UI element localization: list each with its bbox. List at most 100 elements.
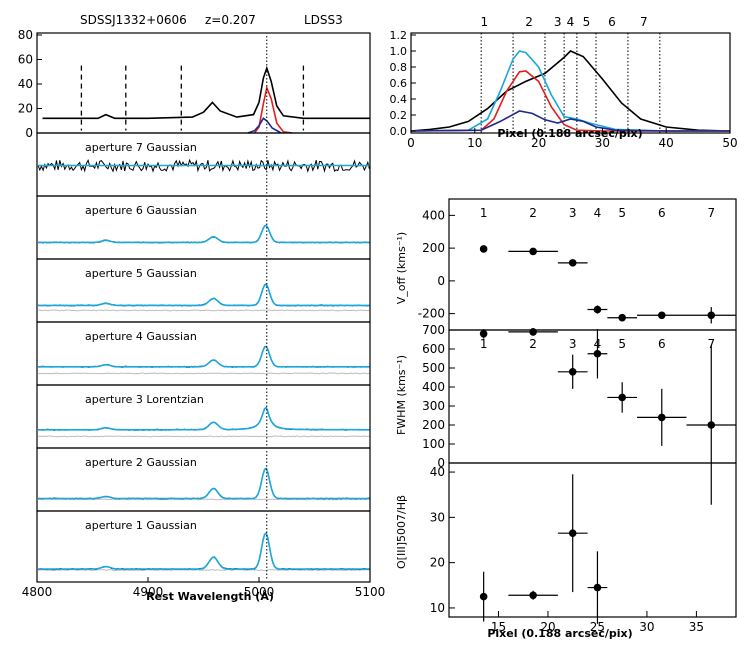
aperture-label: aperture 6 Gaussian [85,204,197,217]
data-point [568,259,577,267]
y-tick-label: 1.0 [390,45,408,58]
aperture-label: aperture 1 Gaussian [85,519,197,532]
y-tick-label: 0 [437,274,445,288]
aperture-number: 7 [640,15,648,29]
voff-ylabel: V_off (kms⁻¹) [395,232,408,304]
y-tick-label: 0.0 [390,125,408,138]
data-point [479,245,488,253]
aperture-number: 2 [529,206,537,220]
panel-frame [448,462,737,618]
fwhm-panel: 01002003004005006007001234567 [422,323,737,505]
aperture-panel: aperture 6 Gaussian [37,204,370,244]
y-tick-label: 500 [422,361,445,375]
kinematics-plots: -200 0 200 400 1 2 3 4 5 6 7 0 100 200 300 400 500 600 700… [418,198,737,634]
aperture-label: aperture 2 Gaussian [85,456,197,469]
spectrum-fit [38,224,370,244]
data-point [479,330,488,338]
y-tick-label: 600 [422,342,445,356]
x-tick-label: 50 [722,136,737,150]
y-tick-label: 10 [430,601,445,615]
aperture-number: 7 [707,337,715,351]
spectrum-data [37,468,370,500]
y-tick-label: 60 [18,53,33,67]
aperture-panel: aperture 5 Gaussian [37,267,370,312]
y-tick-label: 0.4 [390,93,408,106]
data-point [657,311,666,320]
y-tick-label: 300 [422,399,445,413]
aperture-label: aperture 7 Gaussian [85,141,197,154]
voff-panel: -200 0 200 400 1 2 3 4 5 6 7 [418,198,737,331]
profile-xlabel: Pixel (0.188 arcsec/pix) [497,127,642,140]
data-point [568,529,577,538]
y-tick-label: 100 [422,437,445,451]
aperture-label: aperture 5 Gaussian [85,267,197,280]
profile-group: 0.0 0.2 0.4 0.6 0.8 1.0 1.2 0 10 20 30 40 50 1 2 3 4 5 6 7 [390,15,738,150]
aperture-panel: aperture 2 Gaussian [37,456,370,501]
component-black [42,65,370,120]
aperture-label: aperture 3 Lorentzian [85,393,204,406]
data-point [593,583,602,592]
spectrum-data [37,224,370,244]
aperture-number: 6 [658,206,666,220]
aperture-number: 3 [569,337,577,351]
y-tick-label: 0.8 [390,61,408,74]
aperture-number: 1 [480,337,488,351]
aperture-panel: aperture 1 Gaussian [37,519,370,572]
aperture-number: 6 [608,15,616,29]
spectra-group: 0 20 40 60 80 aperture 7 Gaussian aperture 6 G… [18,28,386,599]
profile-cyan [410,50,730,132]
panel-frame [448,329,737,464]
fwhm-ylabel: FWHM (kms⁻¹) [395,355,408,435]
y-tick-label: 40 [18,77,33,91]
y-tick-label: 200 [422,241,445,255]
x-tick-label: 4800 [22,585,53,599]
spectra-xlabel: Rest Wavelength (Å) [146,590,274,603]
right-group: -200 0 200 400 1 2 3 4 5 6 7 0 100 200 300 400 500 600 700… [418,198,737,634]
spectrum-fit [38,406,370,431]
y-tick-label: 80 [18,28,33,42]
x-tick-label: 4900 [133,585,164,599]
y-tick-label: 400 [422,380,445,394]
spectrum-data [37,283,370,307]
aperture-number: 4 [567,15,575,29]
aperture-number: 6 [658,337,666,351]
data-point [618,393,626,402]
y-tick-label: 0 [25,126,33,140]
data-point [529,591,537,600]
spectrum-fit [38,467,370,500]
data-point [479,592,488,601]
x-tick-label: 15 [491,620,506,634]
data-point [529,328,537,336]
profile-red [410,70,730,132]
x-tick-label: 30 [639,620,654,634]
y-tick-label: 20 [430,556,445,570]
residual-gray [38,435,370,438]
ratio-panel: 10 20 30 40 15 20 25 30 35 [430,462,737,634]
spectrum-fit [38,283,370,307]
spectrum-fit [38,531,370,570]
aperture-number: 1 [480,206,488,220]
aperture-panel: aperture 7 Gaussian [37,141,370,173]
spectra-panels: 0 20 40 60 80 aperture 7 Gaussian aperture 6 G… [18,28,386,599]
aperture-number: 3 [569,206,577,220]
x-tick-label: 35 [689,620,704,634]
residual-gray [37,372,370,375]
y-tick-label: 40 [430,465,445,479]
profile-navy [410,110,730,132]
panel-frame [36,510,371,583]
component-navy [247,117,282,134]
spectrum-data [37,531,370,571]
x-tick-label: 25 [590,620,605,634]
profile-black [410,50,731,132]
aperture-number: 2 [529,337,537,351]
aperture-number: 3 [554,15,562,29]
x-tick-label: 20 [531,136,546,150]
y-tick-label: 200 [422,418,445,432]
y-tick-label: 700 [422,323,445,337]
spectrum-fit [38,345,370,368]
data-point [707,421,716,429]
aperture-number: 7 [707,206,715,220]
y-tick-label: 30 [430,510,445,524]
aperture-number: 4 [594,206,602,220]
